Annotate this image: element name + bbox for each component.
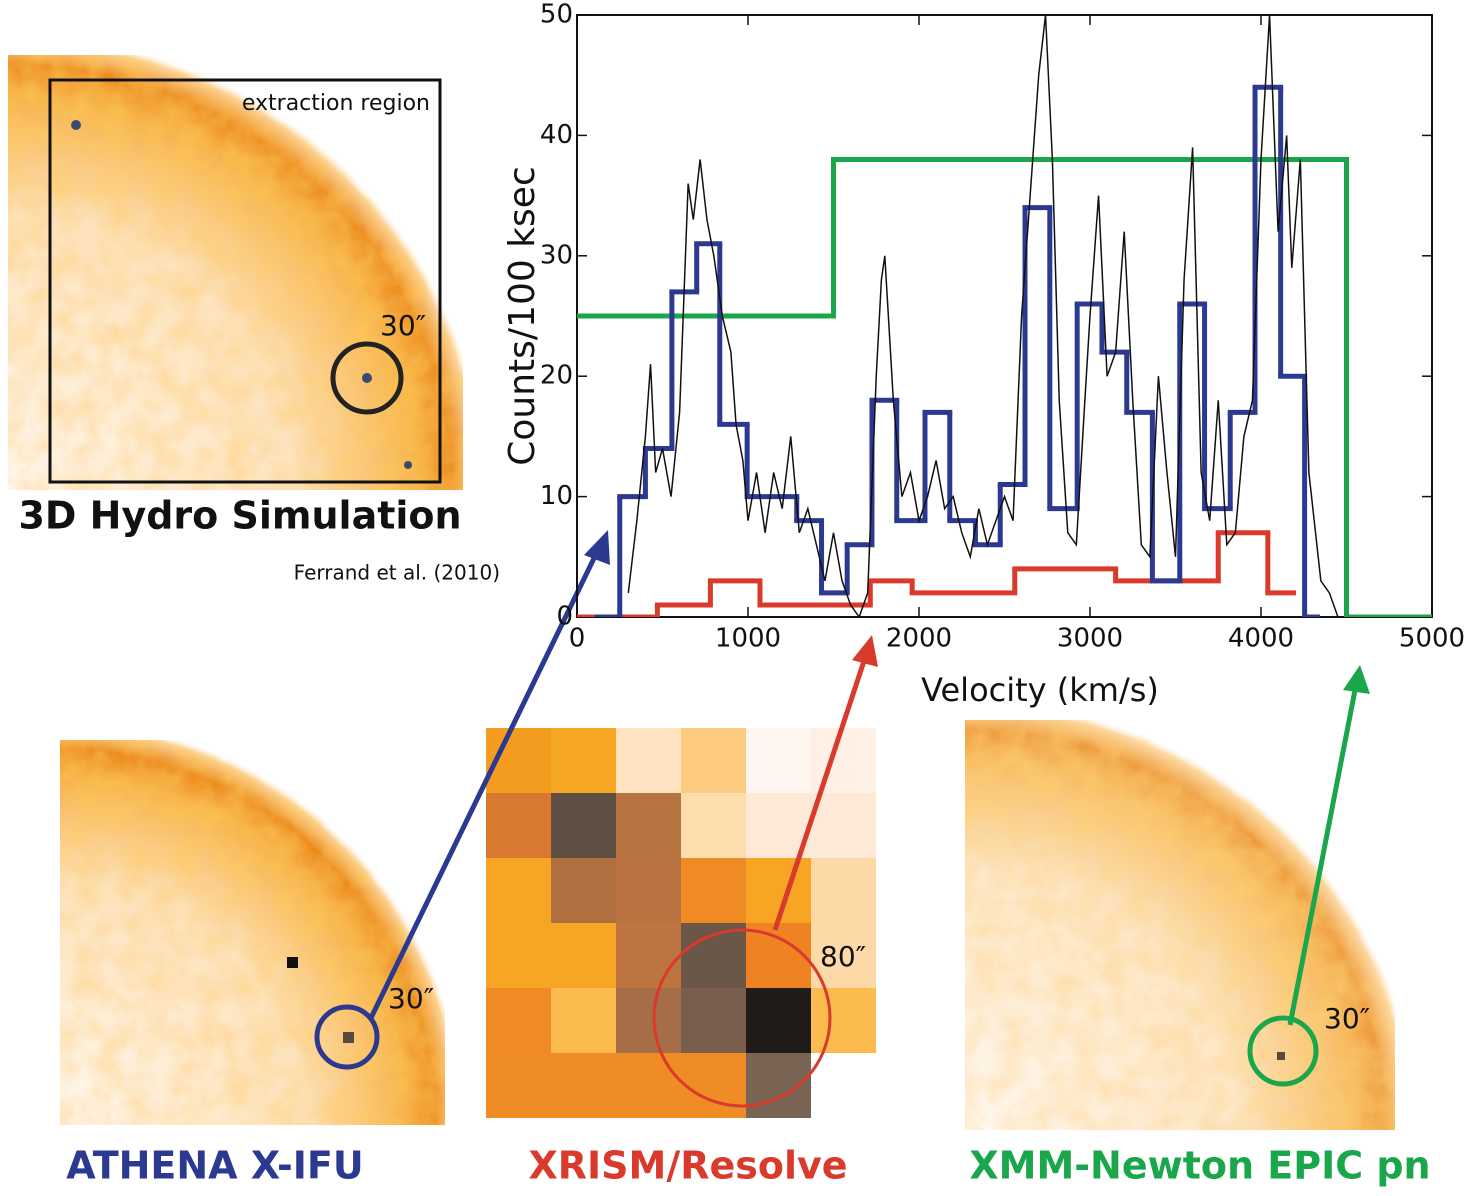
x-tick-label: 3000 <box>1057 624 1123 654</box>
annotation: extraction region <box>242 91 430 116</box>
x-tick-label: 5000 <box>1399 624 1465 654</box>
x-tick-label: 2000 <box>886 624 952 654</box>
plot: 0 1000 2000 3000 4000 5000 0 10 20 30 40 50 <box>540 0 1465 654</box>
x-tick-label: 0 <box>569 624 586 654</box>
y-axis-label: Counts/100 ksec <box>502 166 543 466</box>
image-title: 3D Hydro Simulation <box>18 494 461 538</box>
series-label: XRISM/Resolve <box>528 1144 847 1188</box>
y-tick-label: 40 <box>540 120 573 150</box>
arrows <box>367 530 1370 1026</box>
athena-image <box>60 740 445 1125</box>
series-label: XMM-Newton EPIC pn <box>969 1144 1430 1188</box>
annotation: 30″ <box>388 982 434 1015</box>
xrism-image <box>486 728 876 1118</box>
series-layer <box>577 15 1432 617</box>
x-axis-label: Velocity (km/s) <box>921 671 1159 709</box>
annotation: 80″ <box>820 940 866 973</box>
citation: Ferrand et al. (2010) <box>294 561 500 585</box>
x-tick-label: 4000 <box>1228 624 1294 654</box>
annotation: 30″ <box>1324 1002 1370 1035</box>
y-tick-label: 30 <box>540 240 573 270</box>
x-tick-label: 1000 <box>715 624 781 654</box>
xmm-image <box>965 720 1395 1130</box>
hydro-image <box>8 55 463 490</box>
y-tick-label: 20 <box>540 361 573 391</box>
profile-line <box>627 15 1339 617</box>
y-tick-label: 50 <box>540 0 573 30</box>
y-tick-label: 10 <box>540 481 573 511</box>
series-label: ATHENA X-IFU <box>66 1144 364 1188</box>
y-tick-label: 0 <box>556 602 573 632</box>
annotation: 30″ <box>380 309 426 342</box>
